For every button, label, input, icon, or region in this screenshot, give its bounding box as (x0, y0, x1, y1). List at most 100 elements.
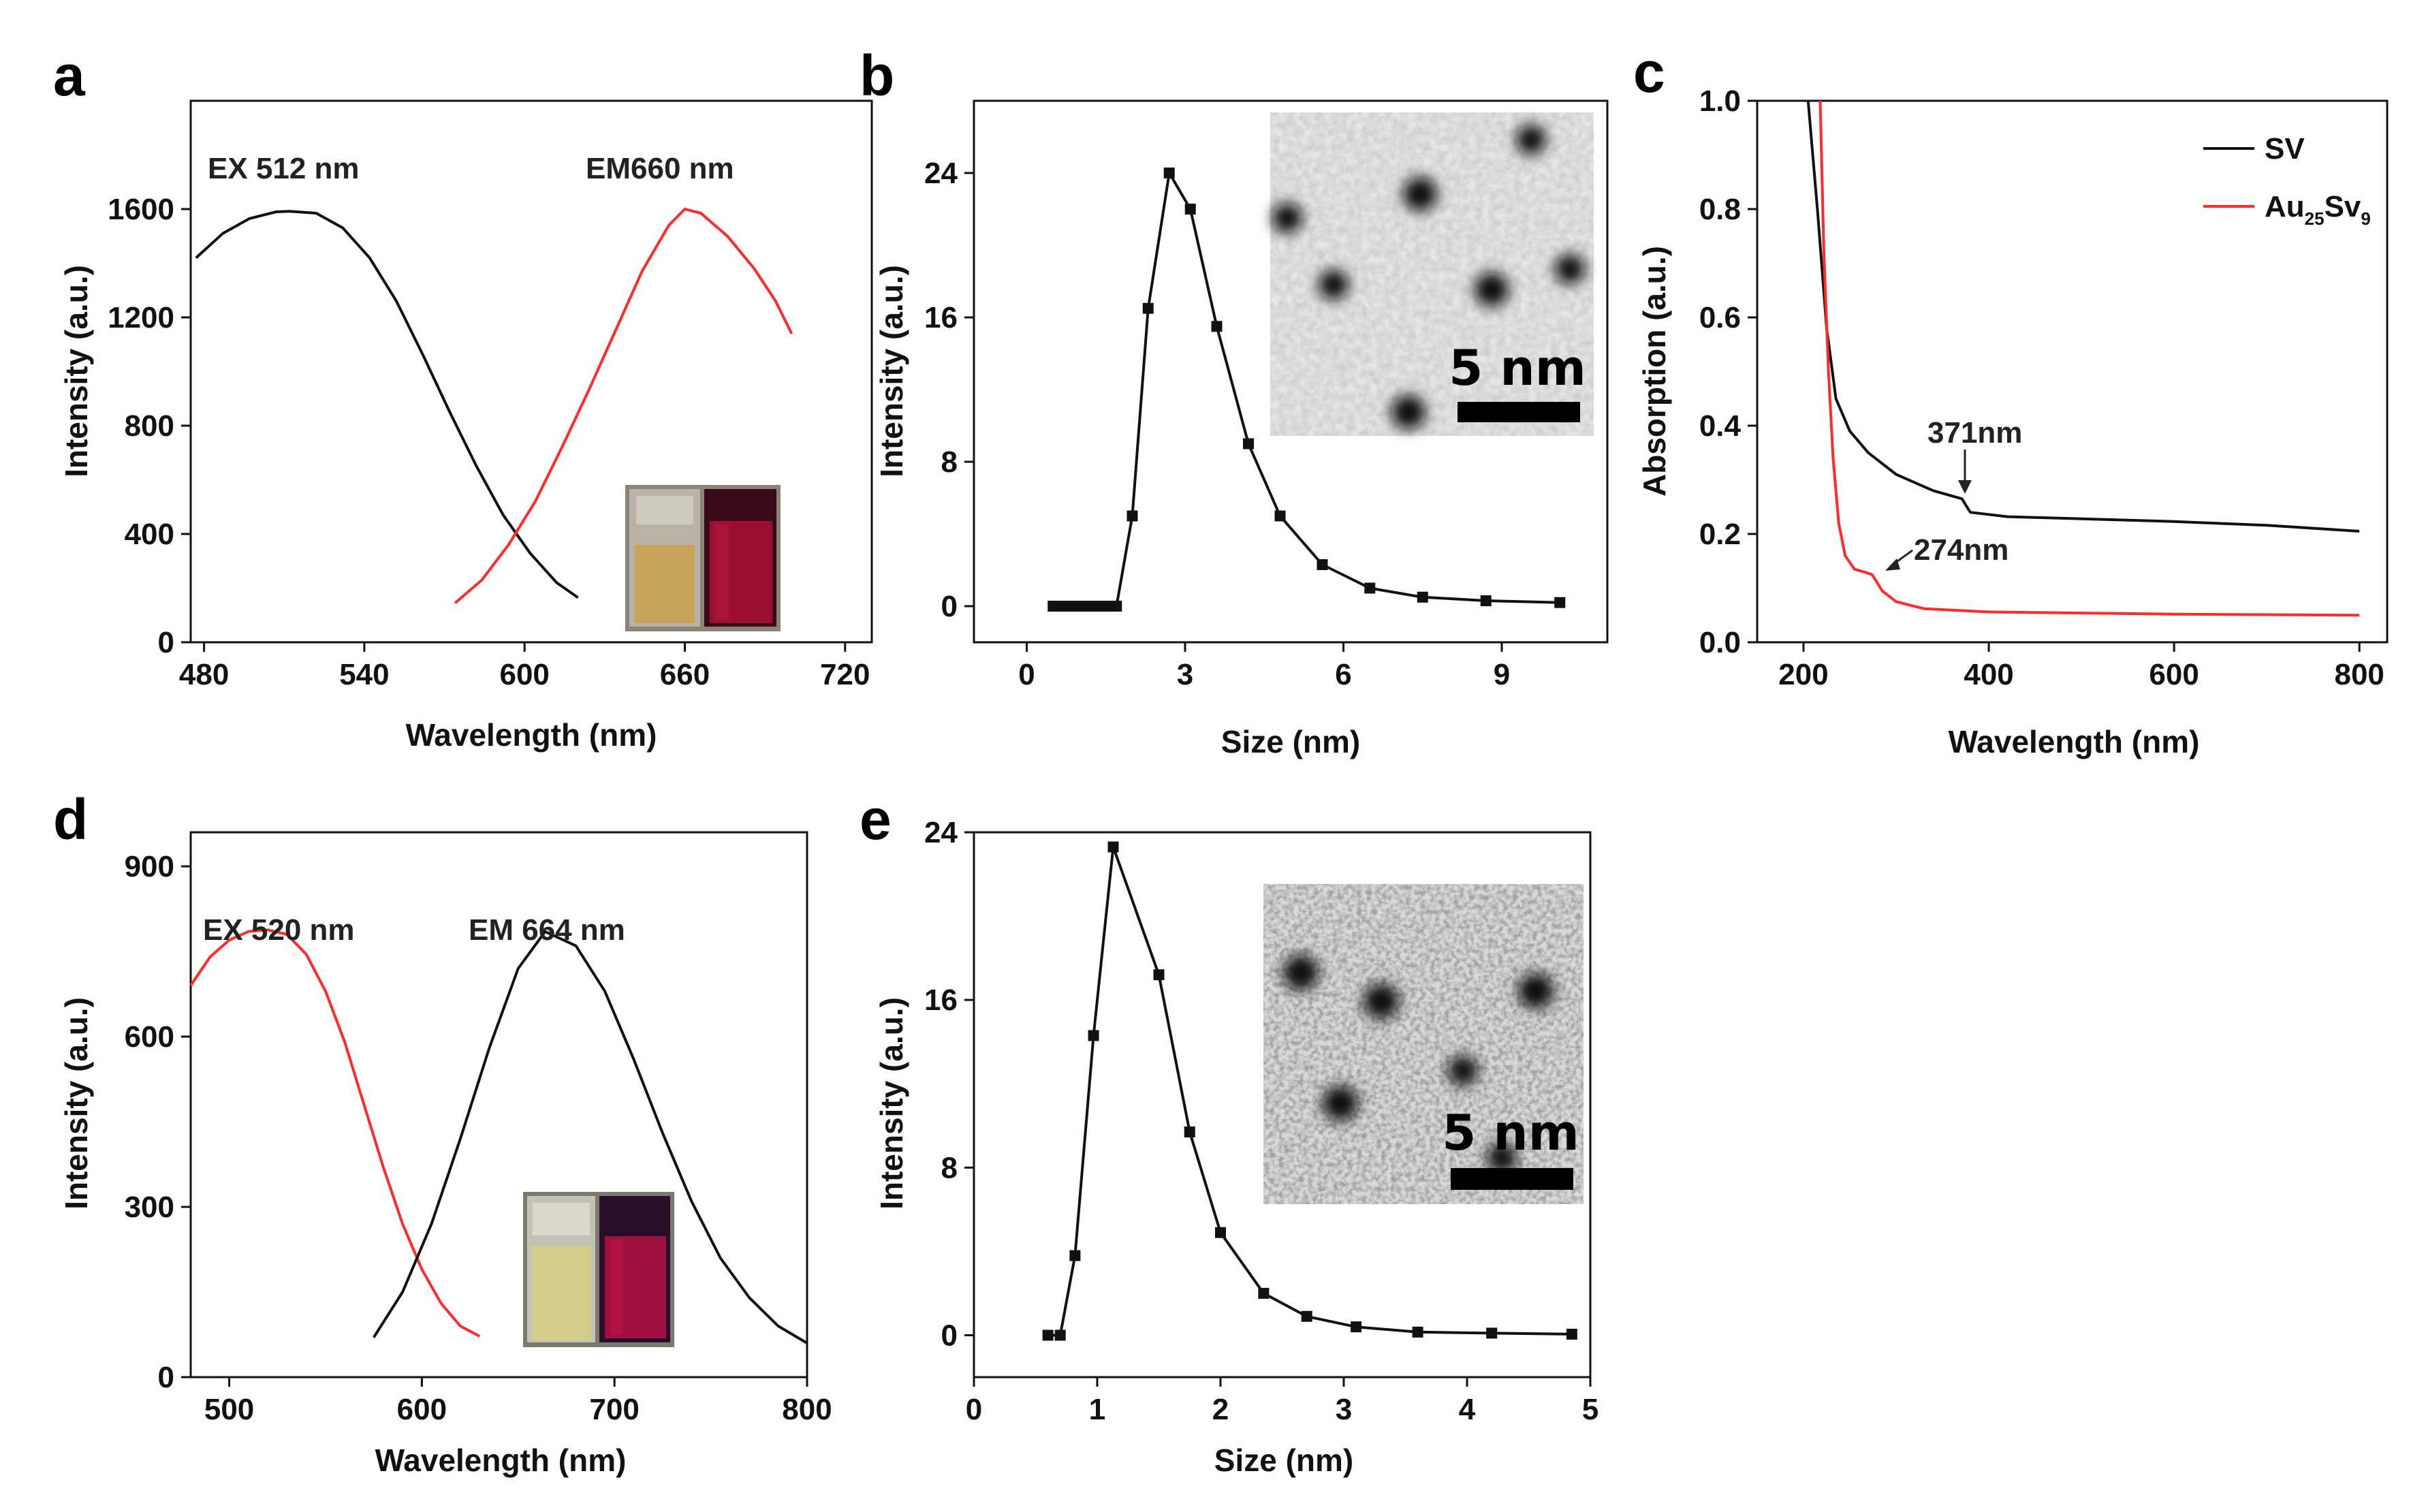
data-point (1351, 1321, 1362, 1333)
x-tick-label: 200 (1778, 658, 1828, 691)
x-tick-label: 6 (1335, 658, 1351, 691)
y-tick-label: 1200 (108, 301, 174, 334)
x-axis-label-a: Wavelength (nm) (406, 717, 657, 753)
legend-label-au25sv9: Au25Sv9 (2265, 190, 2371, 229)
series-d (189, 928, 808, 1344)
y-axis-label-e: Intensity (a.u.) (874, 997, 909, 1210)
y-tick-label: 0 (158, 1361, 174, 1394)
x-tick-label: 800 (782, 1393, 832, 1426)
series-line-e-0 (1047, 845, 1572, 1337)
data-point (1069, 601, 1080, 612)
data-point (1069, 1250, 1081, 1261)
x-tick-label: 600 (2149, 658, 2199, 691)
y-axis-label-c: Absorption (a.u.) (1637, 246, 1672, 497)
series-a (195, 208, 793, 604)
data-point (1274, 510, 1286, 522)
x-axis-label-c: Wavelength (nm) (1949, 724, 2200, 759)
annotation-em-d: EM 664 nm (469, 913, 625, 947)
x-tick-label: 540 (339, 658, 389, 691)
data-point (1153, 969, 1165, 981)
panel-a: a 480 540 600 660 720 0 400 800 1200 1600 EX 512 … (53, 44, 873, 753)
y-tick-label: 24 (924, 816, 958, 849)
y-tick-label: 0 (941, 1319, 958, 1352)
y-tick-label: 1600 (108, 193, 174, 226)
data-point (1566, 1328, 1577, 1340)
y-tick-label: 300 (125, 1191, 174, 1224)
y-tick-label: 8 (941, 445, 958, 479)
y-tick-label: 0 (941, 590, 958, 623)
plot-frame-d (189, 831, 808, 1379)
plot-frame-c (1756, 99, 2389, 644)
series-line-c-0 (1806, 100, 2360, 533)
arrowhead-274nm (1885, 558, 1900, 571)
data-point (1163, 168, 1175, 178)
x-tick-label: 5 (1582, 1393, 1598, 1426)
data-point (1142, 302, 1154, 314)
data-point (1079, 601, 1090, 612)
arrowhead-371nm (1958, 480, 1972, 494)
plot-frame-e (973, 831, 1592, 1379)
data-point (1042, 1329, 1054, 1341)
y-tick-label: 0.8 (1699, 193, 1741, 226)
data-point (1090, 601, 1101, 612)
x-tick-label: 0 (1018, 658, 1035, 691)
y-tick-label: 900 (125, 850, 174, 883)
ticks-a: 480 540 600 660 720 0 400 800 1200 1600 (108, 193, 870, 691)
y-tick-label: 800 (125, 409, 174, 443)
x-tick-label: 3 (1336, 1393, 1352, 1426)
y-tick-label: 16 (924, 983, 958, 1017)
data-point (1258, 1287, 1270, 1299)
x-tick-label: 600 (397, 1393, 447, 1426)
vial-photo-inset-a (625, 485, 781, 631)
annotation-ex-d: EX 520 nm (203, 913, 355, 947)
x-tick-label: 1 (1089, 1393, 1105, 1426)
x-axis-label-d: Wavelength (nm) (375, 1443, 627, 1478)
data-point (1301, 1310, 1312, 1322)
legend-label-sv: SV (2265, 132, 2305, 166)
data-point (1480, 595, 1492, 607)
panel-d: d 500 600 700 800 0 300 600 900 EX 520 nm EM 66… (53, 787, 832, 1478)
x-tick-label: 3 (1177, 658, 1193, 691)
x-axis-label-b: Size (nm) (1221, 724, 1360, 759)
data-point (1243, 438, 1254, 450)
panel-b: b 0 3 6 9 0 8 16 24 5 nm Size (nm) Intensity (a… (860, 44, 1609, 759)
y-axis-label-d: Intensity (a.u.) (59, 997, 94, 1210)
x-tick-label: 800 (2334, 658, 2384, 691)
x-tick-label: 2 (1212, 1393, 1229, 1426)
data-point (1184, 1127, 1195, 1137)
x-tick-label: 4 (1459, 1393, 1476, 1426)
y-tick-label: 0.0 (1699, 626, 1741, 659)
y-tick-label: 0 (158, 626, 174, 659)
series-line-a-1 (454, 208, 793, 604)
y-tick-label: 0.4 (1699, 409, 1742, 443)
data-point (1554, 597, 1566, 608)
scale-bar-label-e: 5 nm (1442, 1104, 1579, 1161)
plot-frame-b (973, 99, 1609, 644)
x-tick-label: 0 (966, 1393, 982, 1426)
series-e (1042, 841, 1577, 1341)
panel-label-e: e (860, 787, 892, 851)
y-tick-label: 0.2 (1699, 518, 1741, 551)
ticks-d: 500 600 700 800 0 300 600 900 (125, 850, 832, 1426)
legend-c: SV Au25Sv9 (2203, 132, 2371, 229)
x-tick-label: 9 (1494, 658, 1510, 691)
ticks-b: 0 3 6 9 0 8 16 24 (924, 157, 1510, 691)
scale-bar-label-b: 5 nm (1449, 339, 1586, 396)
data-point (1100, 601, 1112, 612)
data-point (1211, 321, 1223, 332)
y-tick-label: 24 (924, 157, 958, 190)
y-tick-label: 0.6 (1699, 301, 1741, 334)
data-point (1111, 601, 1122, 612)
data-point (1364, 582, 1376, 594)
panel-label-b: b (860, 44, 894, 108)
y-axis-label-a: Intensity (a.u.) (59, 265, 94, 477)
data-point (1047, 601, 1059, 612)
y-tick-label: 8 (941, 1151, 958, 1184)
annotation-274nm: 274nm (1914, 533, 2008, 567)
x-tick-label: 720 (820, 658, 870, 691)
series-line-c-1 (1818, 100, 2360, 617)
data-point (1317, 559, 1328, 571)
plot-frame-a (189, 99, 873, 644)
x-tick-label: 700 (589, 1393, 639, 1426)
